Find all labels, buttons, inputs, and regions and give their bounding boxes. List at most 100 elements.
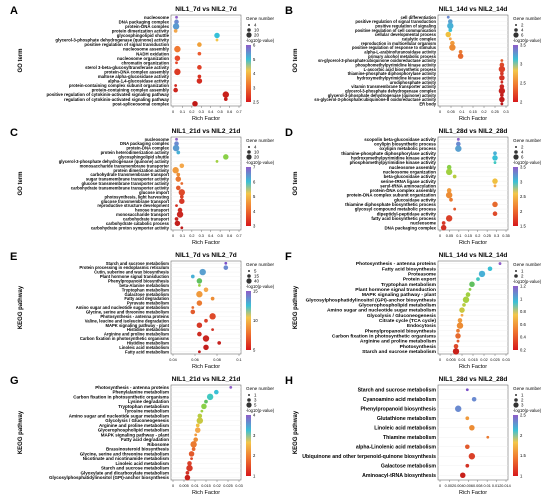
- data-point: [452, 348, 460, 355]
- size-legend-label: 10: [254, 28, 259, 33]
- data-point: [196, 291, 203, 298]
- size-legend-dot: [515, 270, 517, 272]
- category-label: oxylipin metabolic process: [379, 146, 436, 151]
- x-axis-label: Rich Factor: [459, 490, 487, 496]
- color-tick-label: 3: [253, 433, 256, 438]
- category-label: Linoleic acid metabolism: [374, 425, 436, 431]
- category-label: post-spliceosomal complex: [112, 101, 169, 106]
- category-label: Glycerophospholipid metabolism: [359, 303, 437, 309]
- category-label: Carbon fixation in photosynthetic organi…: [73, 394, 169, 399]
- data-point: [457, 318, 463, 323]
- data-point: [197, 74, 202, 79]
- x-tick-label: 0.01: [458, 358, 465, 362]
- size-legend-title: Gene number: [246, 138, 275, 143]
- category-label: protein-DNA complex: [125, 24, 170, 29]
- color-tick-label: 1.5: [520, 224, 526, 229]
- category-label: Starch and sucrose metabolism: [106, 261, 170, 266]
- data-point: [452, 174, 457, 179]
- category-label: serine-tRNA ligase activity: [381, 179, 437, 184]
- color-tick-label: 0.4: [520, 335, 526, 340]
- category-label: Glycolysis / Gluconeogenesis: [105, 418, 169, 423]
- data-point: [174, 141, 179, 146]
- data-point: [455, 145, 462, 152]
- data-point: [448, 28, 453, 33]
- plot-area: [170, 14, 242, 107]
- category-label: glucose transmembrane transport: [101, 199, 170, 204]
- data-point: [210, 296, 215, 301]
- data-point: [190, 274, 195, 279]
- category-label: sn-glycerol-3-phosphate:ubiquinone oxido…: [318, 58, 437, 63]
- size-legend-dot: [513, 402, 519, 408]
- category-label: alpha-Linolenic acid metabolism: [356, 444, 437, 450]
- category-label: MAPK signaling pathway - plant: [362, 292, 437, 298]
- x-tick-label: 0.7: [236, 234, 241, 238]
- data-point: [191, 306, 195, 309]
- data-point: [195, 423, 200, 428]
- data-point: [498, 262, 502, 265]
- panel-label: A: [10, 5, 18, 17]
- category-label: reproductive structure development: [97, 203, 169, 208]
- color-tick-label: 1: [253, 474, 256, 479]
- x-tick-label: 0: [439, 484, 441, 488]
- category-label: Nicotinate and nicotinamide metabolism: [83, 456, 169, 461]
- data-point: [184, 474, 191, 481]
- category-label: beta-Alanine metabolism: [119, 283, 169, 288]
- category-label: Photosynthesis - antenna proteins: [95, 385, 169, 390]
- data-point: [462, 303, 466, 307]
- data-point: [453, 207, 457, 211]
- panel-f: F NIL1_14d vs NIL2_14d KEGG pathway Photosy…: [285, 251, 542, 370]
- data-point: [215, 38, 219, 42]
- size-legend-label: 2: [521, 23, 524, 28]
- data-point: [468, 453, 476, 460]
- size-legend-dot: [248, 146, 250, 148]
- category-label: carbohydrate proton symporter activity: [91, 225, 170, 230]
- size-legend-label: 3: [521, 403, 524, 408]
- data-point: [500, 80, 504, 84]
- data-point: [223, 265, 229, 270]
- x-tick-label: 0.3: [494, 234, 499, 238]
- data-point: [440, 224, 447, 231]
- color-tick-label: 4: [253, 71, 256, 76]
- data-point: [465, 388, 469, 392]
- data-point: [176, 172, 181, 177]
- size-legend-label: 2: [521, 145, 524, 150]
- data-point: [222, 91, 229, 98]
- panel-label: E: [10, 251, 17, 263]
- data-point: [198, 283, 201, 287]
- x-tick-label: 0.1: [456, 234, 461, 238]
- category-label: Fatty acid degradation: [124, 296, 169, 301]
- category-label: Starch and sucrose metabolism: [101, 466, 169, 471]
- size-legend-dot: [513, 32, 519, 38]
- x-tick-label: 0.006: [464, 484, 474, 488]
- category-label: beta-glucosidase activity: [384, 174, 437, 179]
- panel-e: E NIL1_7d vs NIL2_7d KEGG pathway Starch an…: [10, 251, 275, 370]
- category-label: regulation of cytokinin-activated signal…: [64, 97, 170, 102]
- data-point: [175, 61, 178, 65]
- category-label: glycerol-3-phosphate dehydrogenase compl…: [345, 88, 437, 93]
- category-label: carbohydrate transport: [123, 217, 170, 222]
- data-point: [201, 403, 207, 410]
- x-tick-label: 0.3: [199, 234, 204, 238]
- data-point: [499, 96, 505, 103]
- data-point: [172, 144, 180, 152]
- category-label: monosaccharide transmembrane transporter: [80, 163, 170, 168]
- x-tick-label: 0.015: [468, 358, 478, 362]
- category-label: dipeptidyl-peptidase activity: [377, 211, 437, 216]
- color-tick-label: 0.8: [520, 309, 526, 314]
- data-point: [195, 427, 201, 433]
- category-label: hydroxymethylpyrimidine kinase activity: [351, 156, 437, 161]
- category-label: Phenylpropanoid biosynthesis: [360, 406, 436, 412]
- data-point: [492, 211, 498, 217]
- data-point: [175, 137, 178, 141]
- category-label: nucleosome: [145, 137, 170, 142]
- data-point: [471, 396, 477, 402]
- data-point: [500, 102, 504, 106]
- color-bar: [246, 167, 251, 226]
- data-point: [476, 277, 480, 281]
- size-legend-dot: [514, 398, 518, 402]
- color-tick-label: 2: [520, 433, 523, 438]
- x-tick-label: 0.7: [236, 110, 241, 114]
- x-tick-label: 0.2: [481, 110, 486, 114]
- data-point: [445, 191, 453, 199]
- data-point: [449, 197, 453, 202]
